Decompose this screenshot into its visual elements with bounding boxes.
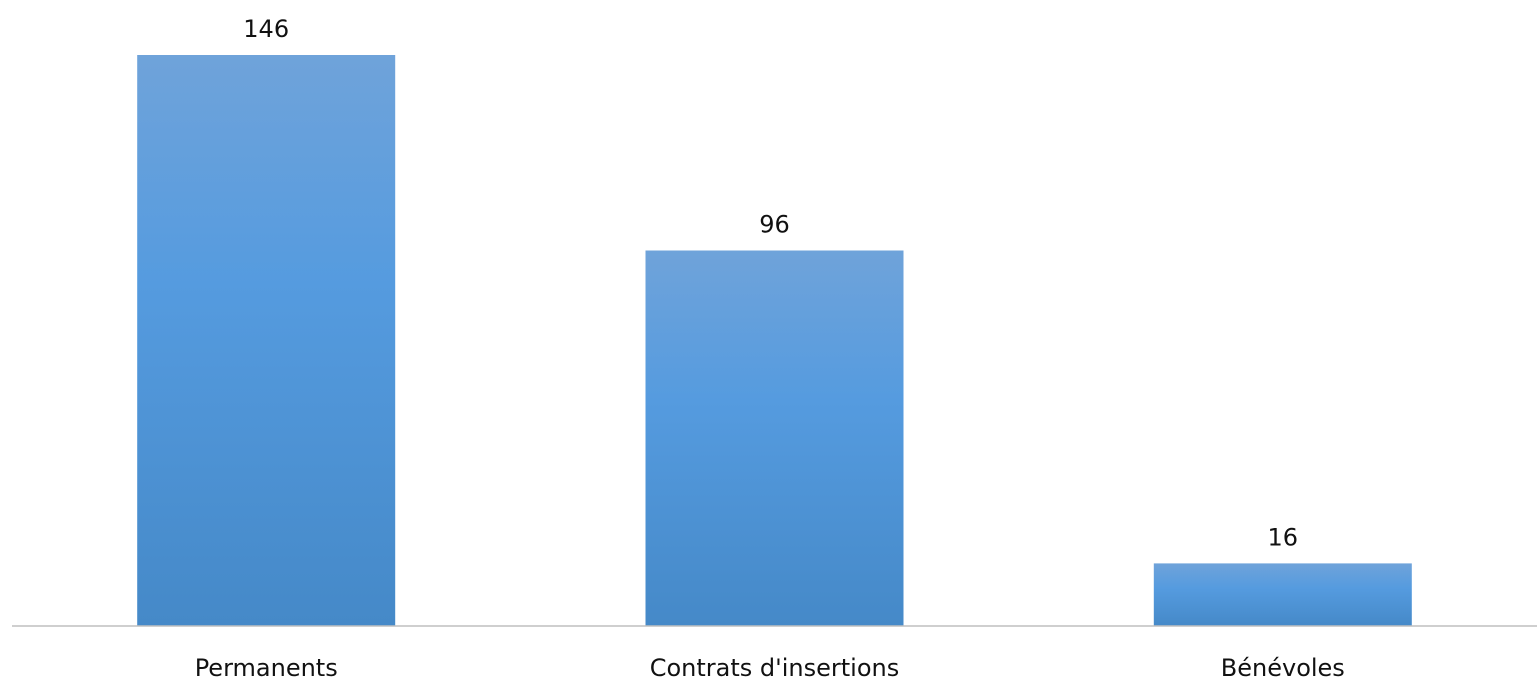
- x-tick-label-benevoles: Bénévoles: [1221, 654, 1345, 680]
- x-tick-labels: Permanents Contrats d'insertions Bénévoles: [195, 654, 1345, 680]
- data-label-benevoles: 16: [1268, 523, 1299, 551]
- data-label-contrats-d-insertions: 96: [759, 211, 790, 239]
- bar-benevoles: [1153, 563, 1412, 626]
- data-label-permanents: 146: [243, 15, 289, 43]
- bars-layer: [137, 55, 1412, 626]
- bar-contrats-d-insertions: [645, 250, 904, 626]
- labels-layer: 146 96 16: [243, 15, 1298, 551]
- x-tick-label-contrats-d-insertions: Contrats d'insertions: [650, 654, 900, 680]
- x-tick-label-permanents: Permanents: [195, 654, 338, 680]
- bar-permanents: [137, 55, 396, 626]
